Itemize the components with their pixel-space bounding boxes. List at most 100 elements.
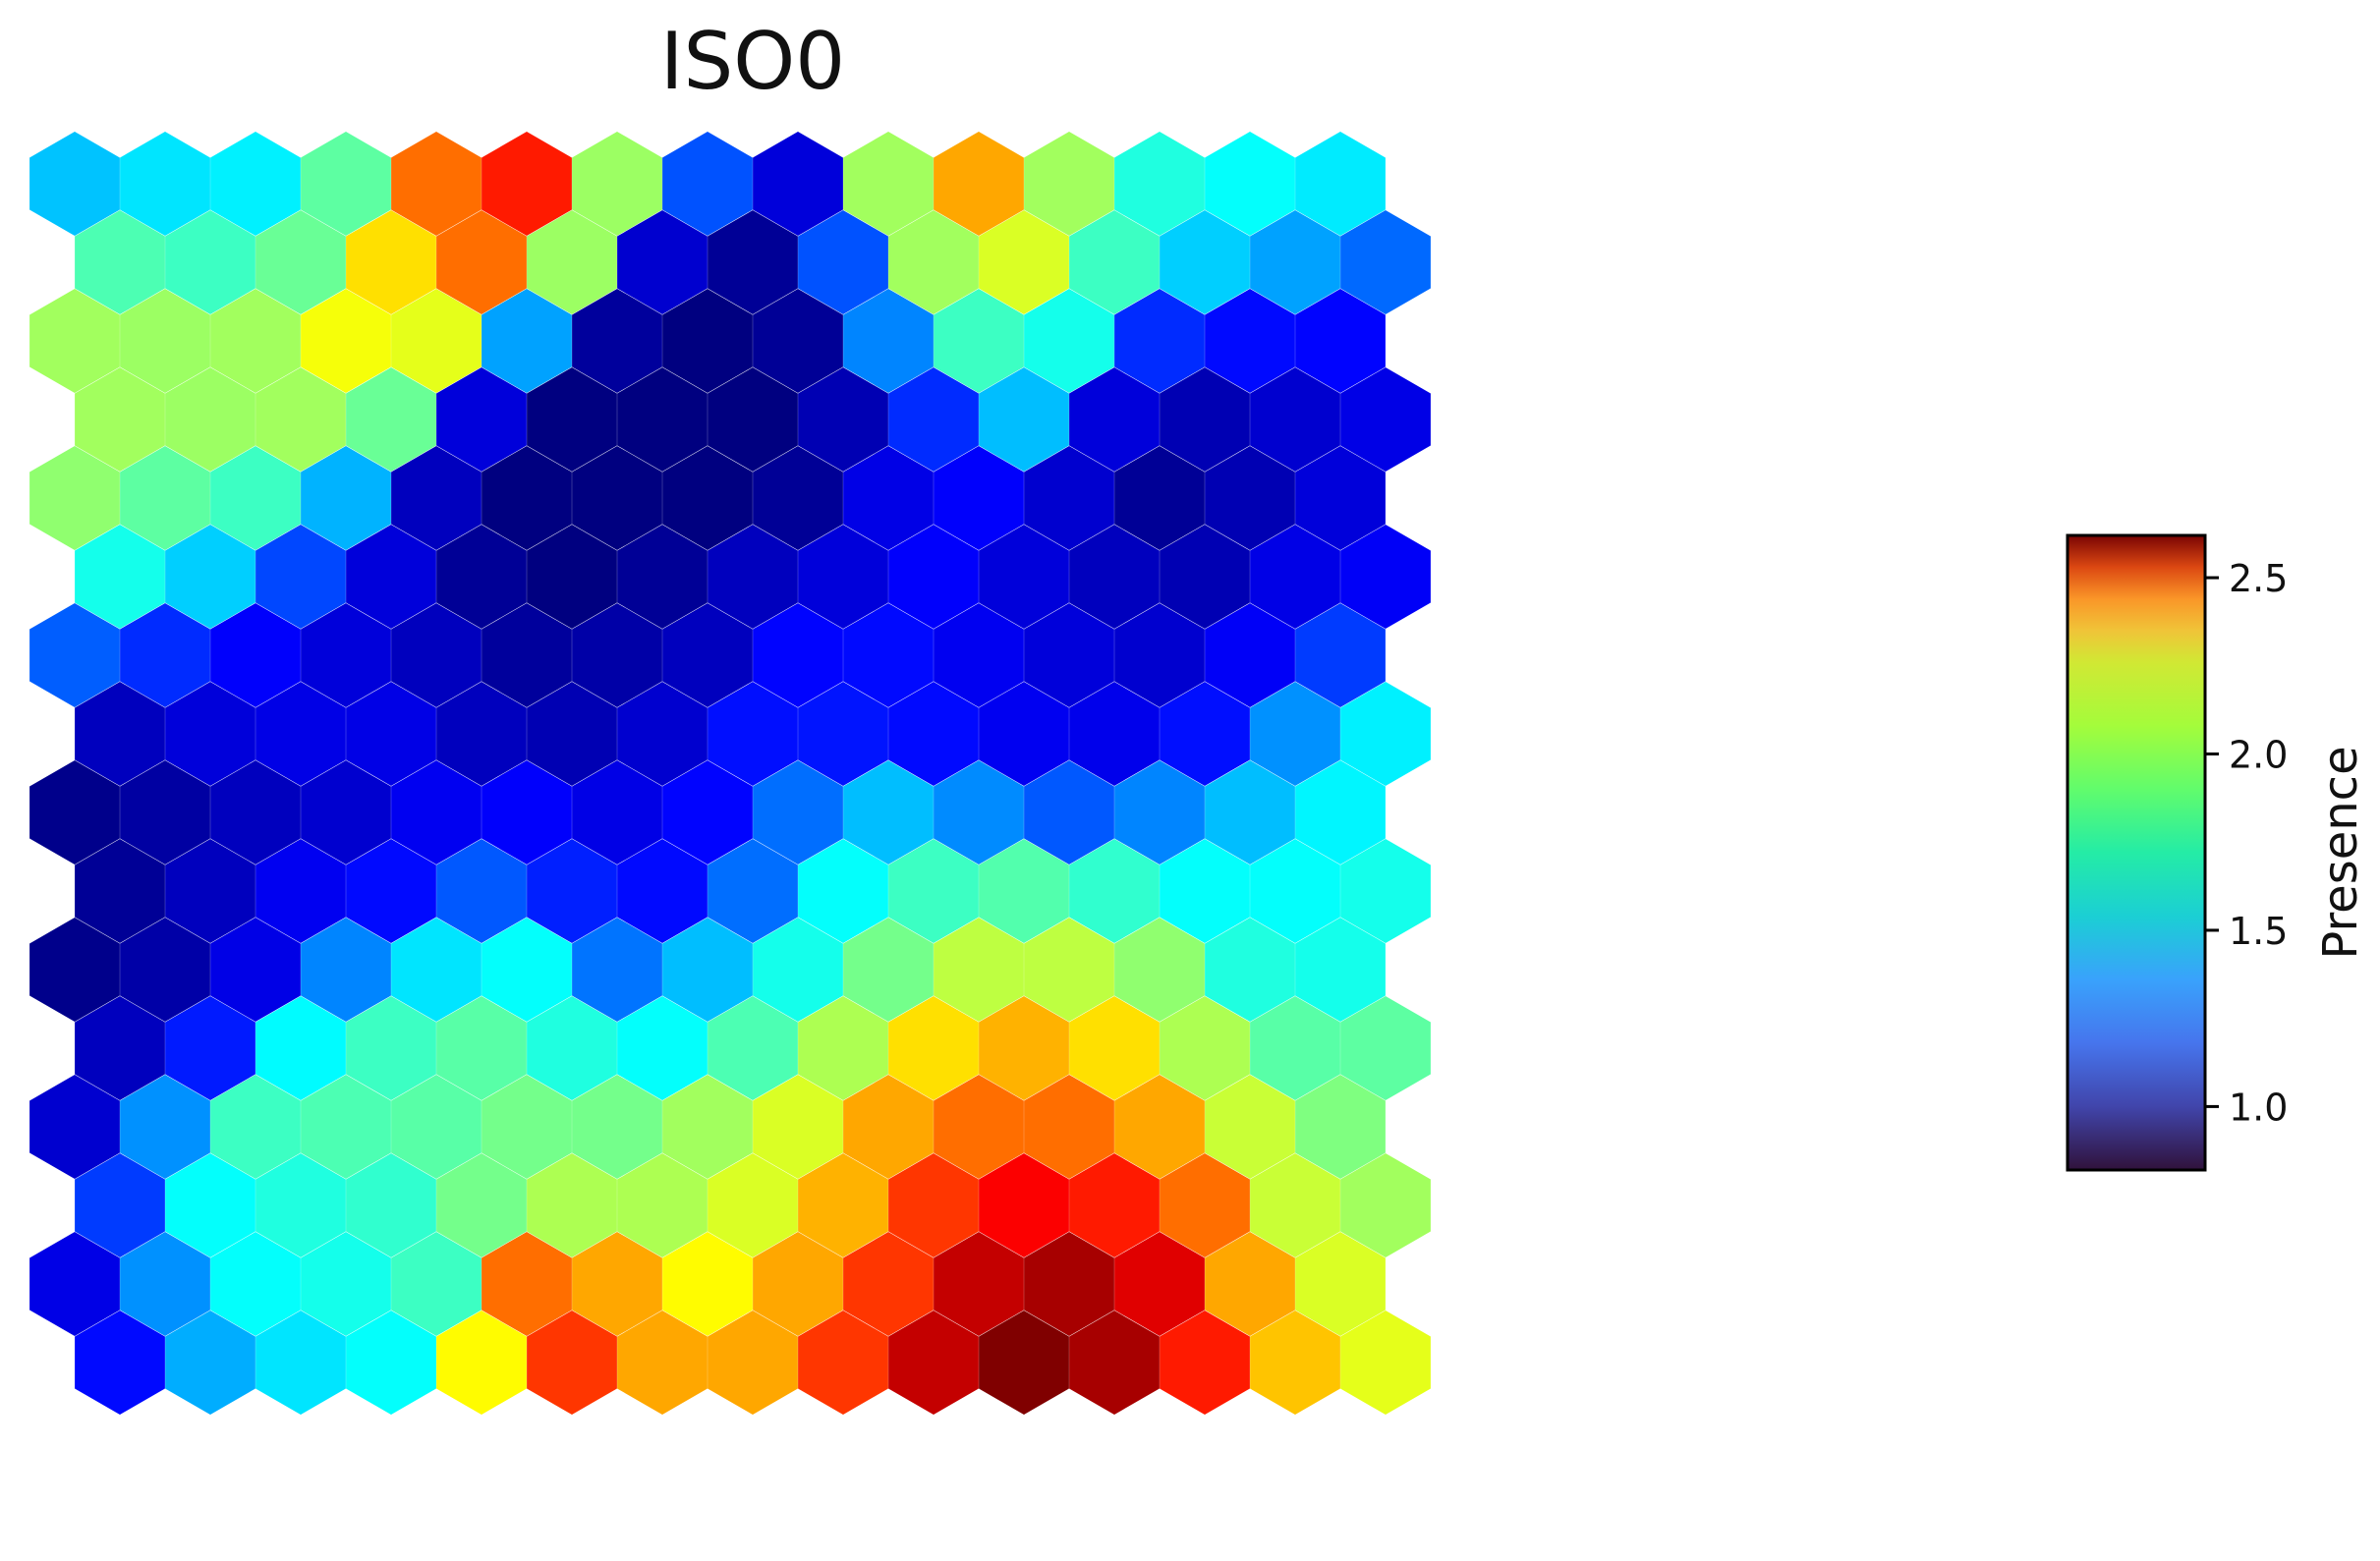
hex-cell — [1295, 446, 1386, 550]
hex-cell — [1114, 918, 1205, 1022]
hex-cell — [75, 996, 165, 1100]
hex-cell — [527, 210, 617, 314]
colorbar-tick-label: 2.5 — [2229, 557, 2288, 600]
hex-cell — [572, 132, 662, 236]
hex-cell — [29, 1232, 120, 1336]
hex-cell — [301, 446, 391, 550]
colorbar-label: Presence — [2313, 746, 2368, 959]
hex-cell — [708, 682, 798, 786]
hex-cell — [120, 289, 210, 393]
hex-cell — [753, 289, 843, 393]
hex-cell — [527, 682, 617, 786]
hex-cell — [120, 132, 210, 236]
hex-cell — [1160, 839, 1250, 943]
hex-cell — [346, 996, 436, 1100]
hex-cell — [1340, 210, 1431, 314]
hex-cell — [1295, 1232, 1386, 1336]
hex-cell — [934, 289, 1024, 393]
hex-cell — [210, 1075, 301, 1179]
hex-cell — [843, 1075, 934, 1179]
hex-cell — [29, 446, 120, 550]
hex-cell — [75, 1153, 165, 1257]
hex-cell — [979, 210, 1069, 314]
hex-cell — [617, 525, 708, 629]
hex-cell — [1295, 289, 1386, 393]
hex-cell — [1205, 603, 1295, 707]
hex-cell — [29, 603, 120, 707]
hex-cell — [255, 1153, 346, 1257]
hex-cell — [1205, 446, 1295, 550]
hex-cell — [391, 446, 482, 550]
hex-cell — [391, 603, 482, 707]
hex-cell — [572, 760, 662, 864]
hex-cell — [1340, 1153, 1431, 1257]
hex-cell — [210, 603, 301, 707]
hex-cell — [1250, 1153, 1340, 1257]
hex-cell — [165, 210, 255, 314]
hex-cell — [255, 996, 346, 1100]
hex-cell — [29, 289, 120, 393]
hex-cell — [708, 1153, 798, 1257]
hex-cell — [165, 1310, 255, 1415]
hex-cell — [436, 367, 527, 472]
hex-cell — [527, 367, 617, 472]
hex-cell — [1340, 996, 1431, 1100]
hex-cell — [120, 446, 210, 550]
hex-cell — [436, 996, 527, 1100]
hex-cell — [572, 1232, 662, 1336]
hex-cell — [165, 367, 255, 472]
hex-cell — [888, 682, 979, 786]
hex-cell — [798, 1153, 888, 1257]
hex-cell — [527, 1153, 617, 1257]
hex-cell — [617, 1310, 708, 1415]
hex-cell — [617, 839, 708, 943]
hex-cell — [165, 996, 255, 1100]
hex-cell — [1295, 1075, 1386, 1179]
hex-cell — [346, 210, 436, 314]
hex-cell — [979, 525, 1069, 629]
hex-cell — [888, 210, 979, 314]
hex-cell — [255, 210, 346, 314]
hex-cell — [527, 996, 617, 1100]
colorbar-frame — [2066, 533, 2207, 1172]
hex-cell — [572, 603, 662, 707]
hex-cell — [572, 1075, 662, 1179]
hex-cell — [120, 760, 210, 864]
hex-cell — [1069, 210, 1160, 314]
hex-cell — [1114, 132, 1205, 236]
hex-cell — [482, 760, 572, 864]
hex-cell — [482, 446, 572, 550]
hex-cell — [75, 367, 165, 472]
hex-cell — [708, 210, 798, 314]
hex-cell — [572, 289, 662, 393]
hex-cell — [255, 1310, 346, 1415]
hex-cell — [1024, 918, 1114, 1022]
hex-cell — [888, 839, 979, 943]
hex-cell — [482, 1232, 572, 1336]
hex-cell — [165, 839, 255, 943]
hex-cell — [1114, 289, 1205, 393]
hex-cell — [527, 525, 617, 629]
hex-cell — [1250, 996, 1340, 1100]
hex-cell — [979, 1310, 1069, 1415]
hex-cell — [120, 918, 210, 1022]
hex-cell — [934, 918, 1024, 1022]
hex-cell — [934, 760, 1024, 864]
hex-cell — [662, 603, 753, 707]
hex-cell — [346, 682, 436, 786]
hex-cell — [301, 132, 391, 236]
hex-cell — [617, 996, 708, 1100]
hex-cell — [301, 603, 391, 707]
hex-cell — [210, 760, 301, 864]
hex-cell — [1114, 1075, 1205, 1179]
hex-cell — [617, 1153, 708, 1257]
hex-cell — [391, 1232, 482, 1336]
hex-cell — [1024, 132, 1114, 236]
hex-cell — [1340, 1310, 1431, 1415]
colorbar-tick-label: 1.5 — [2229, 910, 2288, 953]
colorbar-tick-label: 1.0 — [2229, 1086, 2288, 1129]
colorbar-fill — [2068, 535, 2205, 1170]
hex-cell — [753, 132, 843, 236]
hex-cell — [1160, 525, 1250, 629]
hex-cell — [165, 1153, 255, 1257]
